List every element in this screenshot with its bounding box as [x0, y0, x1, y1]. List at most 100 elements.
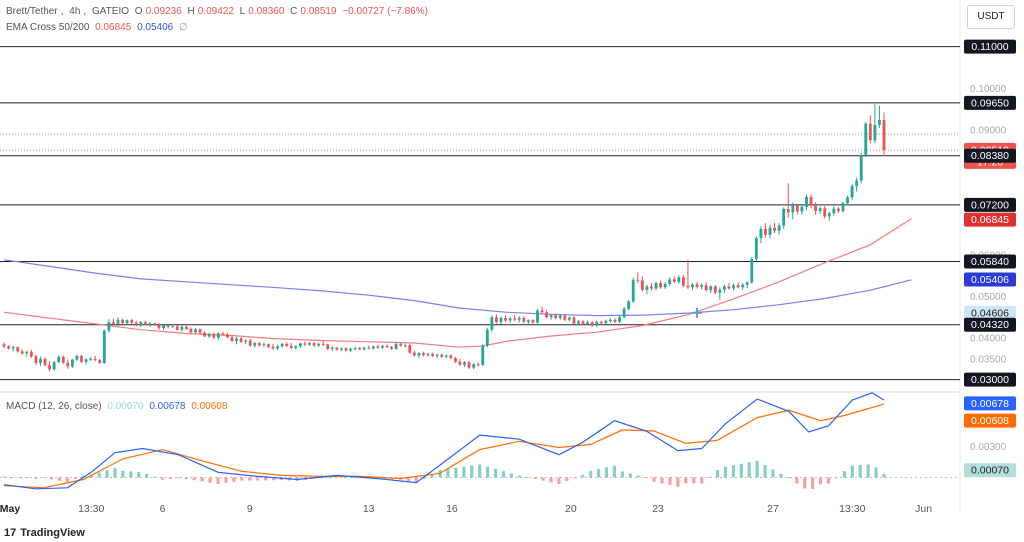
macd-histogram-bar: [557, 477, 561, 484]
candles[interactable]: [2, 104, 886, 372]
candle-body: [878, 119, 881, 125]
candle-body: [713, 286, 717, 293]
candle: [622, 306, 626, 319]
macd-histogram-bar: [42, 477, 46, 479]
candle-body: [80, 355, 83, 362]
candle-body: [695, 284, 699, 287]
price-label-bg: [964, 254, 1016, 269]
candle: [194, 328, 197, 334]
candle: [859, 152, 863, 184]
time-tick-label: 27: [767, 503, 779, 515]
candle-body: [57, 356, 61, 363]
candle-body: [545, 312, 549, 318]
currency-button[interactable]: USDT: [967, 5, 1015, 29]
candle-body: [517, 318, 521, 320]
macd-histogram-bar: [517, 475, 521, 478]
candle: [130, 318, 134, 324]
cross-marker: [692, 307, 703, 318]
close-value: 0.08519: [300, 6, 337, 17]
candle: [116, 317, 120, 327]
ema-label[interactable]: EMA Cross 50/200: [6, 22, 90, 33]
macd-histogram-bar: [850, 465, 854, 478]
macd-line: [3, 392, 885, 490]
price-label: 0.08380: [964, 148, 1016, 163]
price-label-bg: [964, 148, 1016, 163]
candle: [166, 323, 170, 329]
macd-histogram-bar: [137, 472, 141, 478]
macd-histogram-bar: [422, 477, 426, 479]
candle: [818, 206, 822, 214]
candle: [741, 283, 745, 290]
candle: [540, 306, 544, 314]
candle: [394, 343, 398, 350]
candle: [358, 346, 362, 351]
candle: [864, 121, 868, 157]
candle: [577, 319, 580, 326]
time-tick-label: 6: [160, 503, 166, 515]
candle-body: [358, 348, 362, 350]
candle-body: [522, 318, 526, 322]
price-tick-label: 0.10000: [970, 84, 1007, 95]
interval[interactable]: 4h: [69, 6, 81, 17]
candle: [449, 354, 453, 360]
candle: [248, 338, 252, 347]
candle-body: [212, 333, 216, 338]
candle-body: [723, 286, 726, 290]
macd-label[interactable]: MACD (12, 26, close): [6, 401, 102, 412]
candle: [517, 315, 521, 323]
macd-histogram-bar: [604, 467, 609, 478]
candle: [48, 360, 52, 372]
candle: [339, 347, 343, 352]
candle-body: [618, 317, 621, 322]
macd-histogram-bar: [240, 477, 244, 481]
candle-body: [408, 345, 412, 353]
candle: [805, 194, 808, 210]
price-tick-label: 0.04000: [970, 334, 1007, 345]
candle-body: [686, 285, 690, 288]
symbol-name[interactable]: Brett/Tether: [6, 6, 58, 17]
candle: [659, 280, 662, 289]
tradingview-logo[interactable]: 17 TradingView: [4, 527, 85, 539]
candle-body: [20, 351, 24, 354]
candle-body: [745, 282, 749, 285]
candle: [153, 322, 156, 326]
candle: [417, 352, 421, 359]
brand-logo-mark: 17: [4, 527, 17, 539]
candle-body: [595, 321, 599, 326]
macd-histogram-bar: [105, 470, 109, 478]
candle-body: [226, 334, 229, 338]
macd-histogram-bar: [73, 477, 77, 479]
price-label-text: 0.04606: [971, 307, 1009, 319]
candle-body: [818, 208, 822, 212]
candle: [184, 325, 188, 331]
candle-body: [189, 328, 193, 333]
candle: [554, 313, 558, 320]
candle: [855, 177, 859, 192]
candle-body: [362, 347, 366, 350]
macd-pane[interactable]: [0, 392, 960, 490]
candle-body: [659, 283, 662, 288]
candle-body: [823, 208, 827, 217]
macd-histogram-bar: [644, 477, 648, 479]
candle-body: [453, 358, 457, 362]
candle-body: [604, 320, 608, 324]
candle: [180, 325, 184, 332]
time-axis[interactable]: May 13:30 6 9 13 16 20 23 27 13:30 Jun: [0, 503, 932, 515]
candle: [107, 319, 111, 333]
macd-line-value: 0.00678: [149, 401, 186, 412]
ema50-path: [3, 218, 912, 348]
candle: [481, 343, 485, 366]
candle: [567, 316, 571, 322]
candle-body: [536, 310, 539, 323]
macd-histogram-bar: [660, 477, 664, 484]
macd-histogram-bar: [454, 467, 458, 478]
candle: [371, 345, 375, 350]
brand-name: TradingView: [20, 527, 85, 539]
price-label-text: 0.07200: [971, 199, 1009, 211]
price-axis[interactable]: 0.100000.090000.060000.050000.040000.035…: [964, 39, 1016, 478]
candle: [782, 207, 786, 229]
candle: [262, 342, 266, 348]
candle-body: [709, 286, 713, 291]
candle: [29, 349, 33, 359]
